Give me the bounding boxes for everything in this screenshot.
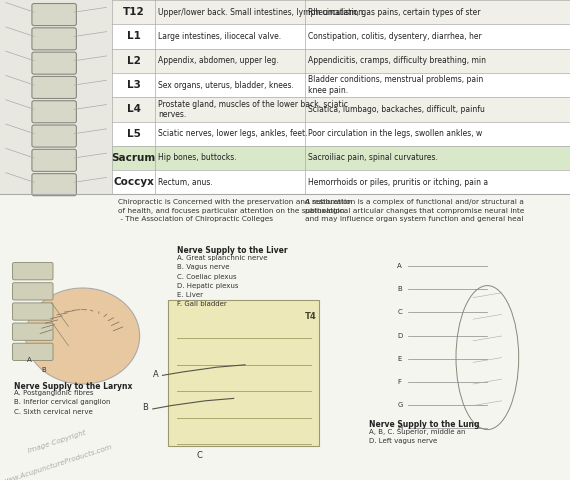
FancyBboxPatch shape: [32, 149, 76, 171]
Text: Nerve Supply to the Lung: Nerve Supply to the Lung: [369, 420, 480, 429]
Text: Large intestines, iliocecal valve.: Large intestines, iliocecal valve.: [158, 32, 281, 41]
FancyBboxPatch shape: [32, 3, 76, 25]
FancyBboxPatch shape: [13, 263, 53, 280]
Text: A: A: [397, 264, 402, 269]
FancyBboxPatch shape: [112, 48, 570, 73]
Text: Sacroiliac pain, spinal curvatures.: Sacroiliac pain, spinal curvatures.: [308, 154, 438, 162]
FancyBboxPatch shape: [13, 283, 53, 300]
Text: Chiropractic is Concerned with the preservation and restoration
of health, and f: Chiropractic is Concerned with the prese…: [118, 199, 352, 222]
Text: D. Left vagus nerve: D. Left vagus nerve: [369, 438, 438, 444]
Text: A. Postganglonic fibres: A. Postganglonic fibres: [14, 390, 93, 396]
Text: H: H: [397, 425, 402, 431]
Text: L5: L5: [127, 129, 141, 139]
Text: L1: L1: [127, 32, 141, 41]
Text: Nerve Supply to the Liver: Nerve Supply to the Liver: [177, 246, 287, 255]
Text: Nerve Supply to the Larynx: Nerve Supply to the Larynx: [14, 382, 133, 391]
Text: Sex organs, uterus, bladder, knees.: Sex organs, uterus, bladder, knees.: [158, 81, 294, 90]
Text: Sacrum: Sacrum: [112, 153, 156, 163]
FancyBboxPatch shape: [13, 303, 53, 320]
Text: Bladder conditions, menstrual problems, pain
knee pain.: Bladder conditions, menstrual problems, …: [308, 75, 483, 95]
Text: T12: T12: [123, 7, 145, 17]
Text: C. Coeliac plexus: C. Coeliac plexus: [177, 274, 237, 279]
Text: D: D: [397, 333, 402, 338]
FancyBboxPatch shape: [112, 121, 570, 146]
FancyBboxPatch shape: [168, 300, 319, 446]
Text: Prostate gland, muscles of the lower back, sciatic
nerves.: Prostate gland, muscles of the lower bac…: [158, 100, 348, 119]
Text: A subluxation is a complex of functional and/or structural a
pathological articu: A subluxation is a complex of functional…: [305, 199, 524, 222]
Text: A: A: [27, 358, 32, 363]
FancyBboxPatch shape: [32, 174, 76, 196]
Text: B: B: [397, 287, 402, 292]
Text: Coccyx: Coccyx: [113, 177, 154, 187]
Text: G: G: [397, 402, 402, 408]
Text: L4: L4: [127, 104, 141, 114]
Text: T4: T4: [305, 312, 317, 321]
Text: Appendix, abdomen, upper leg.: Appendix, abdomen, upper leg.: [158, 56, 279, 65]
Text: F: F: [397, 379, 401, 384]
Text: A, B, C. Superior, middle an: A, B, C. Superior, middle an: [369, 429, 466, 435]
Text: Sciatic nerves, lower legs, ankles, feet.: Sciatic nerves, lower legs, ankles, feet…: [158, 129, 307, 138]
Text: Rectum, anus.: Rectum, anus.: [158, 178, 213, 187]
Text: Appendicitis, cramps, difficulty breathing, min: Appendicitis, cramps, difficulty breathi…: [308, 56, 486, 65]
FancyBboxPatch shape: [32, 76, 76, 98]
Text: Image Copyright: Image Copyright: [27, 430, 87, 454]
Circle shape: [26, 288, 140, 384]
Text: A: A: [153, 370, 158, 379]
FancyBboxPatch shape: [112, 73, 570, 97]
Text: B: B: [142, 403, 148, 412]
Text: Poor circulation in the legs, swollen ankles, w: Poor circulation in the legs, swollen an…: [308, 129, 482, 138]
Text: A. Great splanchnic nerve: A. Great splanchnic nerve: [177, 255, 267, 261]
Text: B. Vagus nerve: B. Vagus nerve: [177, 264, 229, 271]
FancyBboxPatch shape: [0, 194, 570, 480]
Text: L3: L3: [127, 80, 141, 90]
Text: Sciatica, lumbago, backaches, difficult, painfu: Sciatica, lumbago, backaches, difficult,…: [308, 105, 484, 114]
Text: C: C: [397, 310, 402, 315]
Text: E: E: [397, 356, 402, 361]
FancyBboxPatch shape: [112, 146, 570, 170]
FancyBboxPatch shape: [112, 170, 570, 194]
FancyBboxPatch shape: [112, 0, 570, 24]
Text: Hip bones, buttocks.: Hip bones, buttocks.: [158, 154, 237, 162]
FancyBboxPatch shape: [32, 101, 76, 123]
Text: E. Liver: E. Liver: [177, 292, 203, 298]
Text: D. Hepatic plexus: D. Hepatic plexus: [177, 283, 238, 288]
Text: C. Sixth cervical nerve: C. Sixth cervical nerve: [14, 409, 93, 415]
Text: L2: L2: [127, 56, 141, 66]
Text: B: B: [41, 367, 46, 373]
FancyBboxPatch shape: [32, 52, 76, 74]
FancyBboxPatch shape: [32, 28, 76, 50]
Text: Constipation, colitis, dysentery, diarrhea, her: Constipation, colitis, dysentery, diarrh…: [308, 32, 482, 41]
Text: Rheumatism, gas pains, certain types of ster: Rheumatism, gas pains, certain types of …: [308, 8, 481, 17]
Text: www.AcupunctureProducts.com: www.AcupunctureProducts.com: [1, 444, 113, 480]
FancyBboxPatch shape: [0, 0, 112, 194]
Text: B. Inferior cervical ganglion: B. Inferior cervical ganglion: [14, 399, 111, 405]
Text: C: C: [197, 451, 202, 460]
FancyBboxPatch shape: [112, 97, 570, 121]
Text: F. Gall bladder: F. Gall bladder: [177, 301, 226, 307]
Text: Upper/lower back. Small intestines, lymph circulation.: Upper/lower back. Small intestines, lymp…: [158, 8, 365, 17]
FancyBboxPatch shape: [32, 125, 76, 147]
FancyBboxPatch shape: [13, 343, 53, 360]
Text: Hemorrhoids or piles, pruritis or itching, pain a: Hemorrhoids or piles, pruritis or itchin…: [308, 178, 488, 187]
FancyBboxPatch shape: [13, 323, 53, 340]
FancyBboxPatch shape: [112, 24, 570, 48]
